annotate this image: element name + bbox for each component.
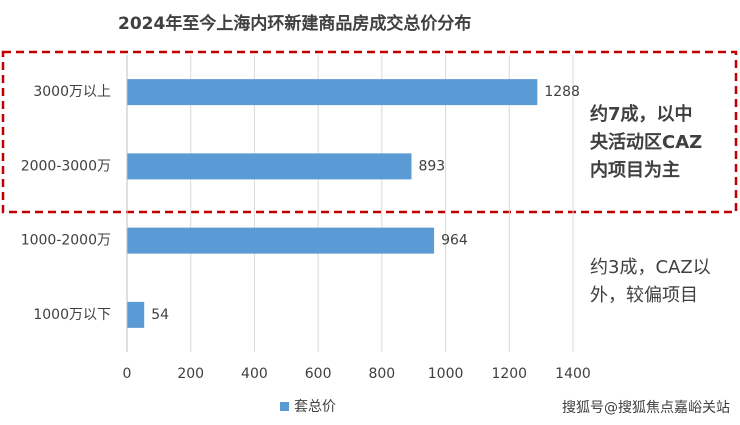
- y-tick-label: 2000-3000万: [21, 158, 111, 174]
- watermark: 搜狐号@搜狐焦点嘉峪关站: [562, 400, 730, 416]
- bar: [127, 301, 145, 328]
- value-label: 964: [441, 233, 468, 249]
- y-tick-label: 3000万以上: [33, 84, 111, 100]
- bar: [127, 79, 538, 106]
- x-tick-label: 1400: [555, 366, 591, 382]
- legend-swatch: [280, 402, 289, 411]
- x-tick-label: 800: [368, 366, 395, 382]
- annotation: 外，较偏项目: [590, 285, 698, 306]
- x-tick-label: 600: [305, 366, 332, 382]
- highlight-box: [1, 50, 738, 214]
- annotation: 约7成，以中: [590, 103, 693, 125]
- annotation: 内项目为主: [590, 159, 680, 181]
- x-tick-label: 0: [123, 366, 132, 382]
- x-tick-label: 1000: [428, 366, 464, 382]
- annotation: 约3成，CAZ以: [590, 257, 711, 278]
- bar: [127, 153, 412, 180]
- bar: [127, 227, 435, 254]
- chart-title: 2024年至今上海内环新建商品房成交总价分布: [118, 13, 471, 34]
- annotation: 央活动区CAZ: [590, 131, 702, 153]
- value-label: 54: [151, 307, 169, 323]
- value-label: 1288: [544, 84, 580, 100]
- x-tick-label: 200: [177, 366, 204, 382]
- x-tick-label: 400: [241, 366, 268, 382]
- y-tick-label: 1000-2000万: [21, 233, 111, 249]
- x-tick-label: 1200: [491, 366, 527, 382]
- legend-label: 套总价: [294, 399, 336, 415]
- y-tick-label: 1000万以下: [33, 307, 111, 323]
- value-label: 893: [418, 158, 445, 174]
